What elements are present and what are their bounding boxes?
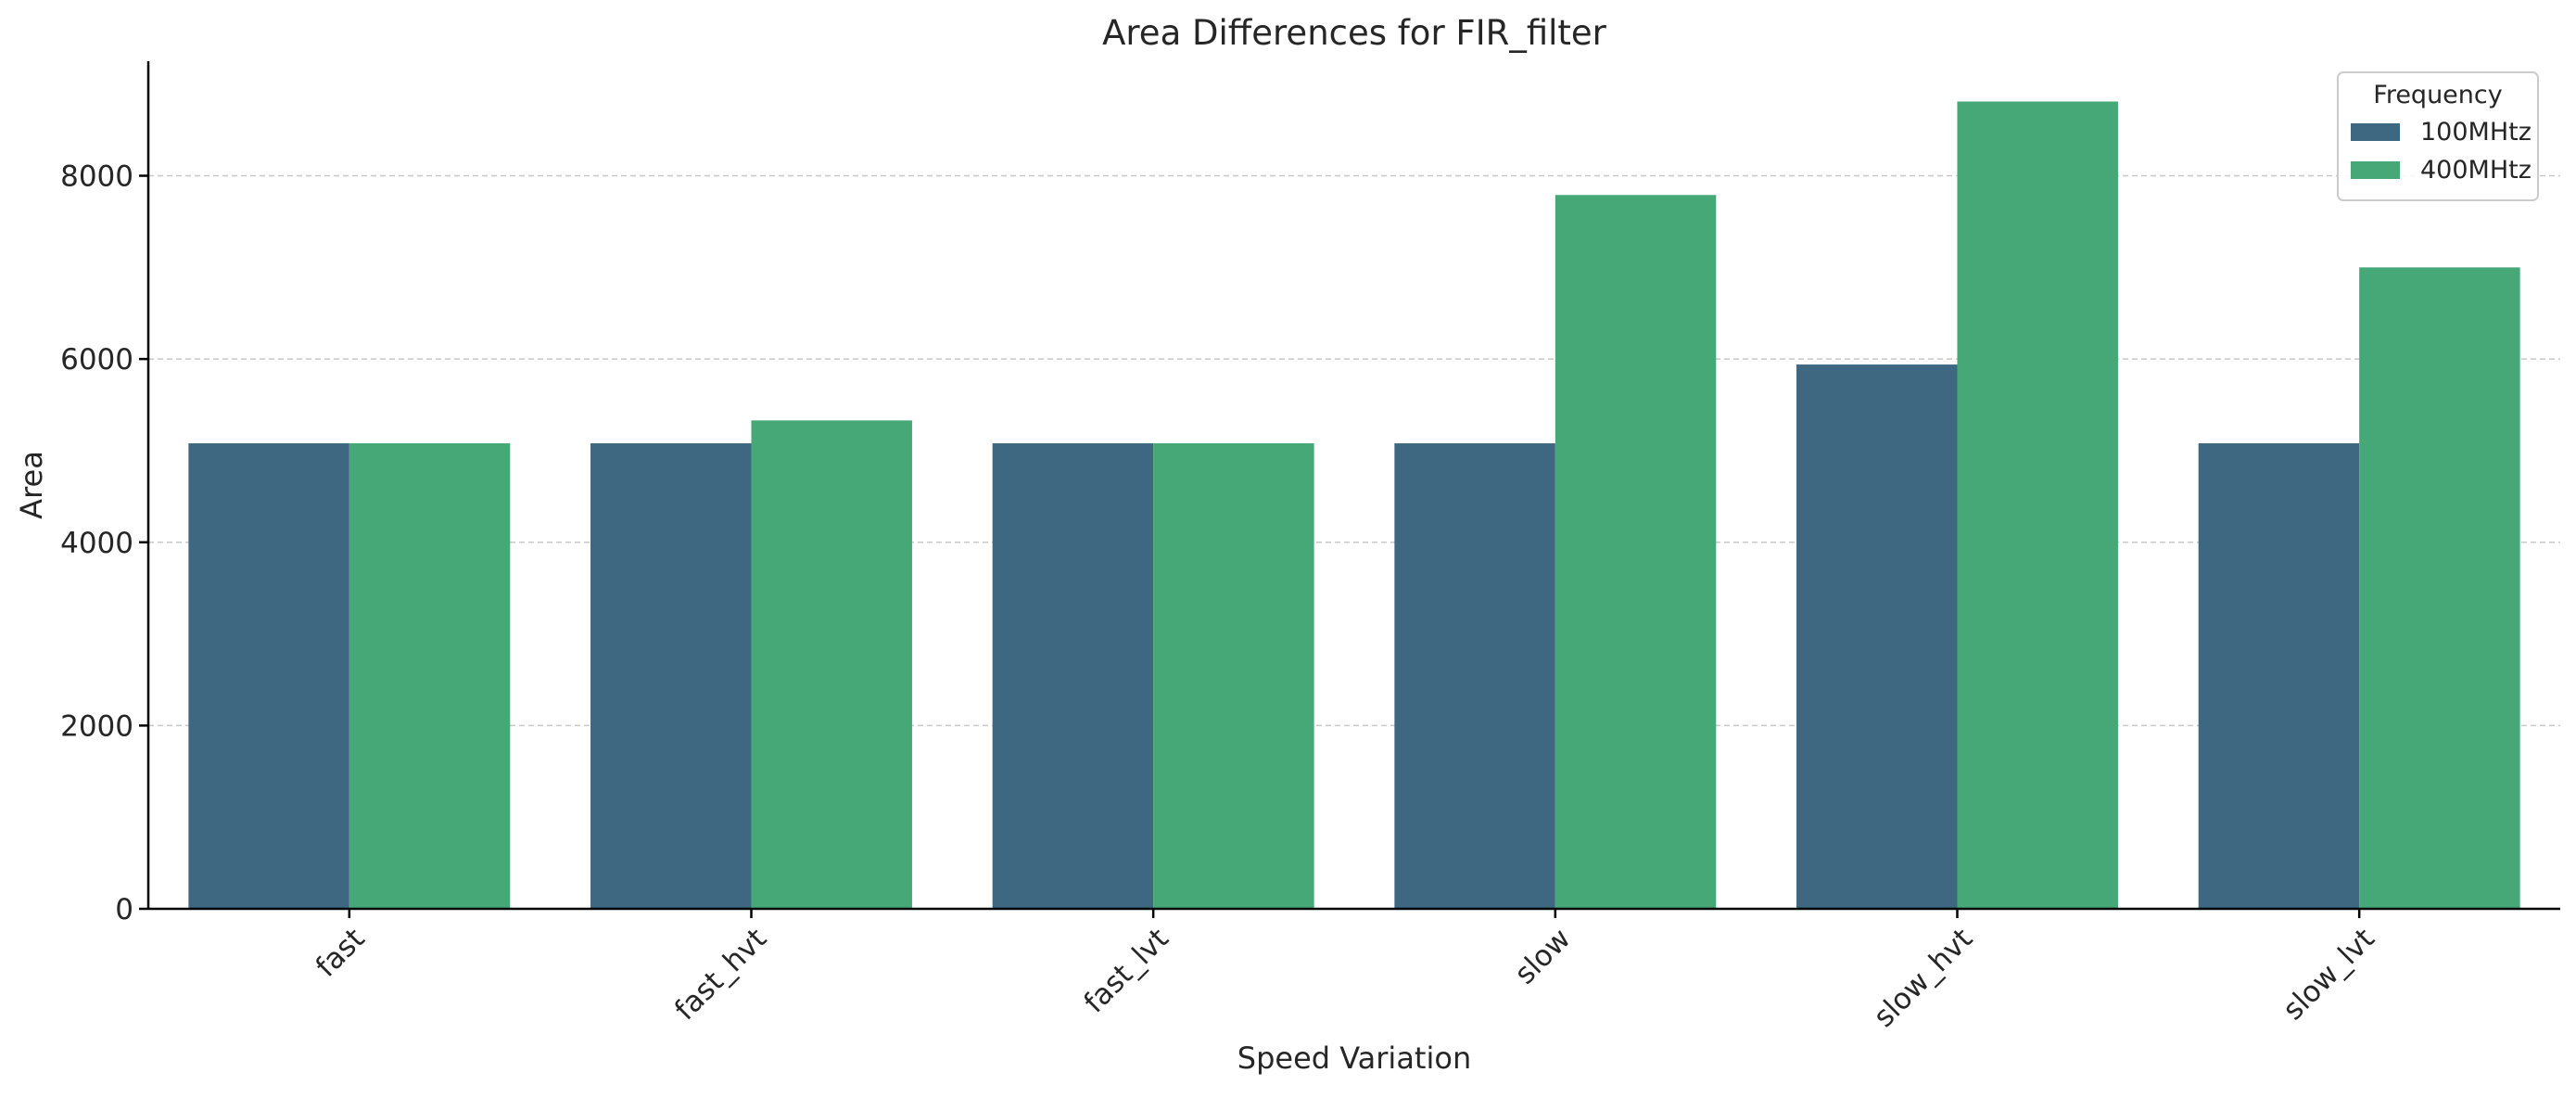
x-tick-label: fast_hvt [668,922,773,1027]
bar-fast_lvt-100MHtz [992,443,1154,909]
legend-label-100MHtz: 100MHtz [2420,118,2532,147]
x-tick-label: slow_hvt [1867,922,1979,1034]
legend-title: Frequency [2373,81,2503,109]
y-tick-label: 6000 [60,343,133,377]
bar-slow-400MHtz [1554,195,1717,909]
bar-slow_lvt-100MHtz [2198,443,2360,909]
bar-slow_hvt-400MHtz [1957,101,2118,910]
axes [146,61,2560,911]
bar-fast-400MHtz [349,443,511,909]
bar-fast_hvt-400MHtz [751,420,912,909]
x-tick-label: fast_lvt [1078,922,1175,1019]
legend-swatch-400MHtz [2351,161,2400,179]
y-axis-label: Area [14,451,49,519]
y-tick-label: 2000 [60,709,133,743]
grid-lines [148,174,2560,727]
x-tick-label: slow_lvt [2277,922,2381,1027]
bar-fast-100MHtz [188,443,349,909]
bar-fast_lvt-400MHtz [1153,443,1314,909]
legend: Frequency 100MHtz 400MHtz [2337,71,2539,201]
x-tick-label: slow [1508,922,1577,990]
y-tick-label: 0 [115,893,133,926]
bar-fast_hvt-100MHtz [590,443,752,909]
x-tick-label: fast [310,922,372,984]
bars [188,101,2520,910]
bar-slow_hvt-100MHtz [1796,364,1958,909]
bar-slow_lvt-400MHtz [2359,267,2520,909]
legend-swatch-100MHtz [2351,123,2400,141]
y-tick-label: 8000 [60,160,133,194]
y-tick-label: 4000 [60,527,133,560]
x-axis-label: Speed Variation [1237,1041,1471,1076]
chart-title: Area Differences for FIR_filter [1102,13,1607,53]
bar-slow-100MHtz [1394,443,1555,909]
legend-label-400MHtz: 400MHtz [2420,156,2532,185]
